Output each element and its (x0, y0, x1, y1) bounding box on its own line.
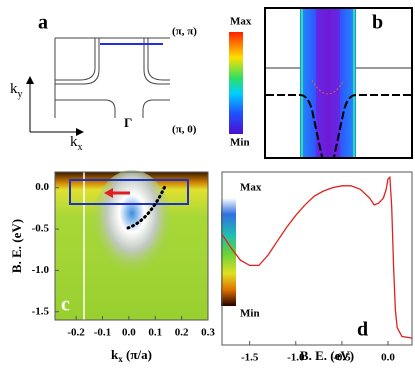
corner-label: (π, π) (172, 26, 197, 38)
x-axis-label-k: k (111, 347, 119, 362)
x-tick-label: -0.5 (333, 352, 351, 364)
colorbar-min: Min (240, 308, 260, 320)
y-tick-label: -1.0 (32, 264, 50, 276)
kx-sub: x (78, 142, 83, 153)
x-axis-label: kx (π/a) (111, 347, 152, 364)
x-axis-label-sub: x (118, 354, 123, 364)
colorbar (229, 32, 243, 134)
colorbar-max: Max (230, 16, 252, 28)
contour (311, 79, 345, 95)
panel-label: c (61, 294, 70, 316)
colorbar-min: Min (230, 137, 250, 149)
dispersion (126, 182, 168, 230)
x-tick-label: 0.3 (201, 327, 215, 339)
contour (266, 94, 411, 158)
map-feature (90, 170, 174, 294)
x-tick-label: -0.1 (94, 327, 111, 339)
region-box (69, 179, 189, 205)
x-tick-label: 0.2 (175, 327, 189, 339)
ky: k (10, 81, 18, 97)
x-tick-label: 0.0 (122, 327, 136, 339)
colorbar (221, 198, 236, 306)
kx: k (70, 134, 78, 150)
panel-label: a (38, 12, 48, 34)
map-core (316, 9, 340, 157)
y-axis-label: B. E. (eV) (9, 219, 24, 273)
charts: -0.2 -0.1 0.0 0.1 0.2 0.3 0.0 -0.5 -1.0 -1.5 c Max M… (9, 171, 413, 364)
fermi-surface (55, 38, 170, 85)
fermi-surface (55, 38, 170, 81)
panel-c-map (55, 170, 208, 320)
x-tick-label: 0.0 (381, 352, 395, 364)
x-axis-label-unit: (π/a) (123, 347, 152, 362)
x-tick-label: -0.2 (67, 327, 85, 339)
x-tick-label: -1.0 (287, 352, 305, 364)
gamma-label: Γ (124, 115, 132, 130)
panel-label: b (372, 12, 383, 34)
ky-sub: y (18, 89, 23, 100)
map-edge (301, 9, 355, 157)
y-tick-label: 0.0 (35, 181, 49, 193)
kx-label: kx (70, 134, 83, 153)
frame (54, 37, 170, 118)
x-axis-label: B. E. (eV) (300, 348, 354, 363)
plot-frame (54, 171, 209, 321)
colorbar-max: Max (240, 182, 262, 194)
panel-label: d (357, 319, 368, 341)
ky-label: ky (10, 81, 23, 100)
x-tick-label: -1.5 (241, 352, 259, 364)
panel-b (264, 7, 413, 159)
arrow-heads (26, 76, 84, 136)
plot-frame (221, 171, 413, 346)
panel-a (26, 37, 170, 136)
fermi-surface (55, 99, 170, 118)
axes-arrows (29, 78, 82, 133)
y-tick-label: -1.5 (32, 305, 50, 317)
spectrum-line (221, 175, 413, 339)
x-tick-label: 0.1 (148, 327, 162, 339)
corner-label: (π, 0) (172, 124, 197, 136)
arrow-head (104, 188, 113, 198)
y-tick-label: -0.5 (32, 223, 50, 235)
